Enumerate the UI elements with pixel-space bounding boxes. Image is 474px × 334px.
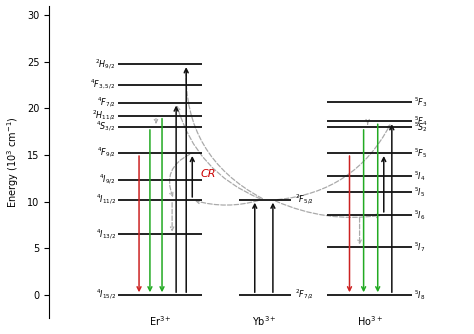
Text: $^5I_6$: $^5I_6$ — [414, 208, 426, 222]
Text: $\mathrm{Yb}^{3+}$: $\mathrm{Yb}^{3+}$ — [253, 314, 277, 328]
Text: $^4F_{3,5/2}$: $^4F_{3,5/2}$ — [91, 78, 116, 92]
Text: $^2F_{5/2}$: $^2F_{5/2}$ — [295, 193, 314, 207]
Text: $^2H_{11/2}$: $^2H_{11/2}$ — [92, 109, 116, 123]
Text: $^5F_4$: $^5F_4$ — [414, 115, 428, 128]
Text: $^5F_5$: $^5F_5$ — [414, 146, 428, 160]
Text: $^5I_7$: $^5I_7$ — [414, 240, 425, 255]
Text: $^4F_{9/2}$: $^4F_{9/2}$ — [97, 146, 116, 160]
Text: $^5F_3$: $^5F_3$ — [414, 95, 428, 109]
Text: $\mathrm{Ho}^{3+}$: $\mathrm{Ho}^{3+}$ — [357, 314, 383, 328]
Text: $^4I_{11/2}$: $^4I_{11/2}$ — [96, 193, 116, 207]
Text: $\mathrm{Er}^{3+}$: $\mathrm{Er}^{3+}$ — [149, 314, 172, 328]
Y-axis label: Energy (10$^3$ cm$^{-1}$): Energy (10$^3$ cm$^{-1}$) — [6, 116, 21, 208]
Text: $^5I_5$: $^5I_5$ — [414, 185, 425, 199]
Text: $^4I_{15/2}$: $^4I_{15/2}$ — [96, 288, 116, 302]
Text: $^4I_{13/2}$: $^4I_{13/2}$ — [96, 227, 116, 241]
Text: $^2H_{9/2}$: $^2H_{9/2}$ — [95, 57, 116, 71]
Text: $^5I_4$: $^5I_4$ — [414, 170, 426, 183]
Text: $^5S_2$: $^5S_2$ — [414, 120, 428, 134]
Text: $^5I_8$: $^5I_8$ — [414, 288, 426, 302]
Text: CR: CR — [201, 169, 216, 179]
Text: $^2F_{7/2}$: $^2F_{7/2}$ — [295, 288, 314, 302]
Text: $^4F_{7/2}$: $^4F_{7/2}$ — [97, 96, 116, 110]
Text: $^4S_{3/2}$: $^4S_{3/2}$ — [96, 120, 116, 134]
Text: $^4I_{9/2}$: $^4I_{9/2}$ — [99, 173, 116, 187]
